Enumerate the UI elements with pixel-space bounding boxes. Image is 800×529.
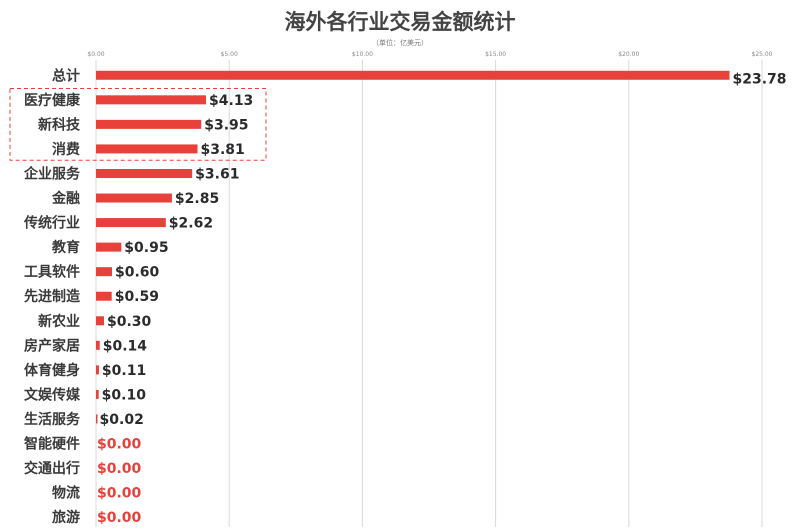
x-tick-label: $25.00 <box>752 51 773 58</box>
x-tick-label: $10.00 <box>352 51 373 58</box>
category-label: 传统行业 <box>23 215 80 232</box>
value-label: $0.00 <box>97 486 142 502</box>
bar <box>96 267 112 277</box>
value-label: $0.00 <box>97 461 142 477</box>
category-label: 教育 <box>52 239 80 256</box>
category-labels: 总计医疗健康新科技消费企业服务金融传统行业教育工具软件先进制造新农业房产家居体育… <box>23 67 81 526</box>
value-label: $0.30 <box>107 314 152 330</box>
category-label: 工具软件 <box>24 264 80 281</box>
category-label: 旅游 <box>52 509 80 526</box>
category-label: 先进制造 <box>24 288 80 305</box>
bar <box>96 144 198 154</box>
bar <box>96 95 207 105</box>
bar <box>96 365 99 375</box>
x-axis-ticks: $0.00 $5.00 $10.00 $15.00 $20.00 $25.00 <box>87 51 772 58</box>
value-label: $0.11 <box>102 363 146 379</box>
bar <box>96 389 99 399</box>
x-tick-label: $5.00 <box>221 51 238 58</box>
bar <box>96 340 100 350</box>
x-tick-label: $0.00 <box>87 51 104 58</box>
category-label: 医疗健康 <box>24 92 81 109</box>
grid-lines <box>95 60 763 527</box>
category-label: 金融 <box>51 190 80 207</box>
value-label: $2.62 <box>169 216 213 232</box>
bar <box>96 316 104 326</box>
category-label: 生活服务 <box>24 411 81 428</box>
bars <box>96 70 730 424</box>
bar <box>96 291 112 301</box>
value-label: $4.13 <box>209 93 253 109</box>
bar <box>96 414 98 424</box>
bar <box>96 242 122 252</box>
chart-unit-note: （单位：亿美元） <box>372 39 428 47</box>
bar <box>96 70 730 80</box>
value-label: $0.60 <box>115 265 160 281</box>
category-label: 交通出行 <box>24 460 80 477</box>
category-label: 企业服务 <box>23 165 81 182</box>
value-label: $0.59 <box>115 289 159 305</box>
value-label: $0.02 <box>100 412 144 428</box>
x-tick-label: $20.00 <box>618 51 639 58</box>
bar <box>96 193 172 203</box>
value-label: $3.81 <box>200 142 244 158</box>
category-label: 消费 <box>52 141 80 158</box>
category-label: 新农业 <box>38 313 80 330</box>
bar <box>96 168 193 178</box>
value-label: $0.95 <box>124 240 168 256</box>
bar <box>96 218 166 228</box>
value-label: $0.00 <box>97 510 142 526</box>
value-labels: $23.78 $4.13 $3.95 $3.81 $3.61 $2.85 $2.62$0.9… <box>97 71 787 526</box>
category-label: 新科技 <box>38 116 81 133</box>
chart-title: 海外各行业交易金额统计 <box>284 10 516 34</box>
value-label: $23.78 <box>732 71 786 87</box>
category-label: 智能硬件 <box>23 436 80 453</box>
category-label: 房产家居 <box>24 337 80 354</box>
bar <box>96 119 202 129</box>
value-label: $2.85 <box>175 191 219 207</box>
value-label: $0.14 <box>103 338 148 354</box>
category-label: 物流 <box>52 485 80 502</box>
category-label: 文娱传媒 <box>24 386 81 403</box>
x-tick-label: $15.00 <box>485 51 506 58</box>
value-label: $3.61 <box>195 166 239 182</box>
value-label: $0.10 <box>102 387 147 403</box>
category-label: 体育健身 <box>24 362 80 379</box>
value-label: $3.95 <box>204 117 248 133</box>
highlight-box <box>9 88 267 161</box>
category-label: 总计 <box>52 67 80 84</box>
value-label: $0.00 <box>97 437 142 453</box>
